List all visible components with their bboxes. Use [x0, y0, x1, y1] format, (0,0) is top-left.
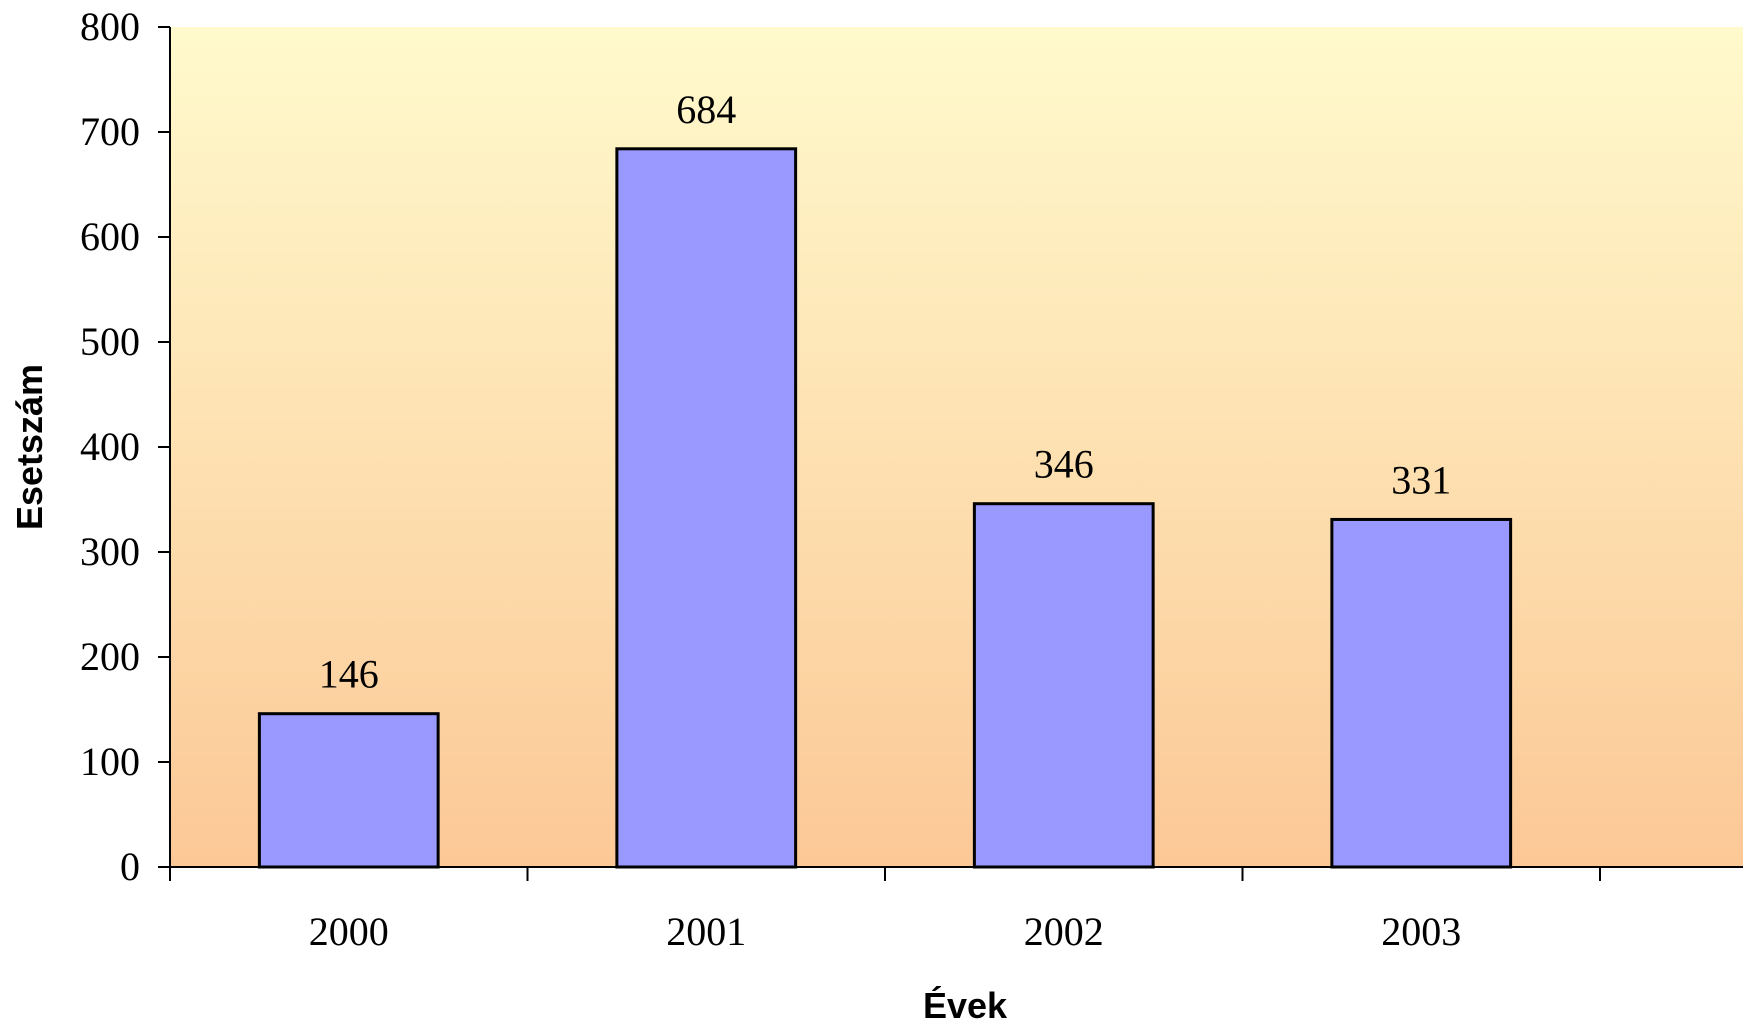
y-tick-label: 500	[80, 319, 140, 364]
x-tick-label-2001: 2001	[666, 909, 746, 954]
y-tick-label: 400	[80, 424, 140, 469]
data-labels: 146 684 346 331	[319, 87, 1452, 697]
x-tick-label-2000: 2000	[309, 909, 389, 954]
y-tick-label: 600	[80, 214, 140, 259]
axes: 0 100 200 300 400 500 600 700 800 2000 2001 2002 200…	[80, 4, 1743, 954]
bar-2002	[972, 502, 1155, 869]
y-tick-label: 300	[80, 529, 140, 574]
data-label-2002: 346	[1034, 442, 1094, 487]
y-tick-label: 800	[80, 4, 140, 49]
bars	[257, 147, 1513, 869]
y-tick-label: 200	[80, 634, 140, 679]
y-tick-label: 700	[80, 109, 140, 154]
data-label-2001: 684	[676, 87, 736, 132]
x-axis-title: Évek	[923, 985, 1008, 1026]
x-tick-label-2003: 2003	[1381, 909, 1461, 954]
bar-2003	[1330, 517, 1513, 869]
y-tick-label: 100	[80, 739, 140, 784]
data-label-2003: 331	[1391, 457, 1451, 502]
bar-2000	[257, 712, 440, 869]
x-tick-label-2002: 2002	[1024, 909, 1104, 954]
bar-2001	[615, 147, 798, 869]
y-axis-title: Esetszám	[9, 364, 50, 530]
data-label-2000: 146	[319, 652, 379, 697]
y-tick-label: 0	[120, 844, 140, 889]
